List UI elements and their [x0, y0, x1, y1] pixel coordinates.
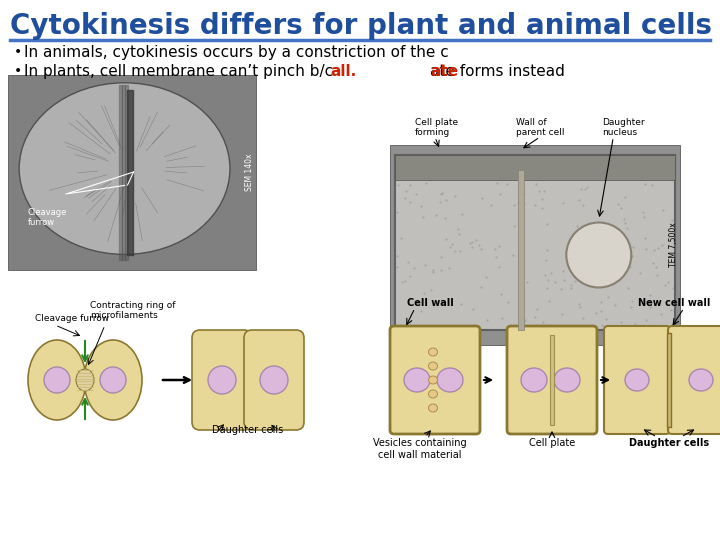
Bar	[667, 333, 671, 427]
FancyBboxPatch shape	[244, 330, 304, 430]
Text: Cell plate
forming: Cell plate forming	[415, 118, 458, 137]
FancyBboxPatch shape	[390, 326, 480, 434]
Text: Cell plate: Cell plate	[529, 438, 575, 448]
Ellipse shape	[44, 367, 70, 393]
Ellipse shape	[76, 369, 94, 391]
Text: ate forms instead: ate forms instead	[430, 64, 565, 79]
Text: TEM 7,500x: TEM 7,500x	[669, 222, 678, 267]
Ellipse shape	[28, 340, 86, 420]
FancyBboxPatch shape	[604, 326, 670, 434]
Ellipse shape	[404, 368, 430, 392]
FancyBboxPatch shape	[192, 330, 252, 430]
Text: Wall of
parent cell: Wall of parent cell	[516, 118, 564, 137]
FancyBboxPatch shape	[507, 326, 597, 434]
Text: Daughter cells: Daughter cells	[629, 438, 709, 448]
Ellipse shape	[567, 222, 631, 287]
Text: Daughter cells: Daughter cells	[212, 425, 284, 435]
Ellipse shape	[689, 369, 713, 391]
Bar	[395, 155, 675, 180]
Text: In animals, cytokinesis occurs by a constriction of the c: In animals, cytokinesis occurs by a cons…	[24, 45, 449, 60]
Bar	[8, 75, 256, 270]
Ellipse shape	[521, 368, 547, 392]
Bar	[390, 145, 680, 345]
Text: Contracting ring of
microfilaments: Contracting ring of microfilaments	[90, 301, 176, 320]
Text: Cell wall: Cell wall	[407, 298, 454, 308]
Text: Cleavage furrow: Cleavage furrow	[35, 314, 109, 323]
Text: In plants, cell membrane can’t pinch b/c: In plants, cell membrane can’t pinch b/c	[24, 64, 333, 79]
Text: Cleavage
furrow: Cleavage furrow	[28, 208, 68, 227]
Ellipse shape	[428, 390, 438, 398]
Text: SEM 140x: SEM 140x	[245, 154, 254, 191]
Ellipse shape	[84, 340, 142, 420]
Ellipse shape	[428, 404, 438, 412]
Text: all.: all.	[330, 64, 356, 79]
Ellipse shape	[428, 348, 438, 356]
Ellipse shape	[625, 369, 649, 391]
Text: Vesicles containing
cell wall material: Vesicles containing cell wall material	[373, 438, 467, 460]
Text: Daughter
nucleus: Daughter nucleus	[602, 118, 644, 137]
Ellipse shape	[428, 362, 438, 370]
Ellipse shape	[428, 376, 438, 384]
Bar	[395, 155, 675, 330]
Text: New cell wall: New cell wall	[638, 298, 710, 308]
Text: •: •	[14, 45, 22, 59]
Bar	[550, 335, 554, 425]
Ellipse shape	[208, 366, 236, 394]
FancyBboxPatch shape	[668, 326, 720, 434]
Text: •: •	[14, 64, 22, 78]
Ellipse shape	[437, 368, 463, 392]
Text: Cytokinesis differs for plant and animal cells: Cytokinesis differs for plant and animal…	[10, 12, 712, 40]
Ellipse shape	[100, 367, 126, 393]
Ellipse shape	[260, 366, 288, 394]
Ellipse shape	[554, 368, 580, 392]
Ellipse shape	[19, 83, 230, 254]
Bar	[518, 170, 523, 330]
Text: ate: ate	[430, 64, 458, 79]
